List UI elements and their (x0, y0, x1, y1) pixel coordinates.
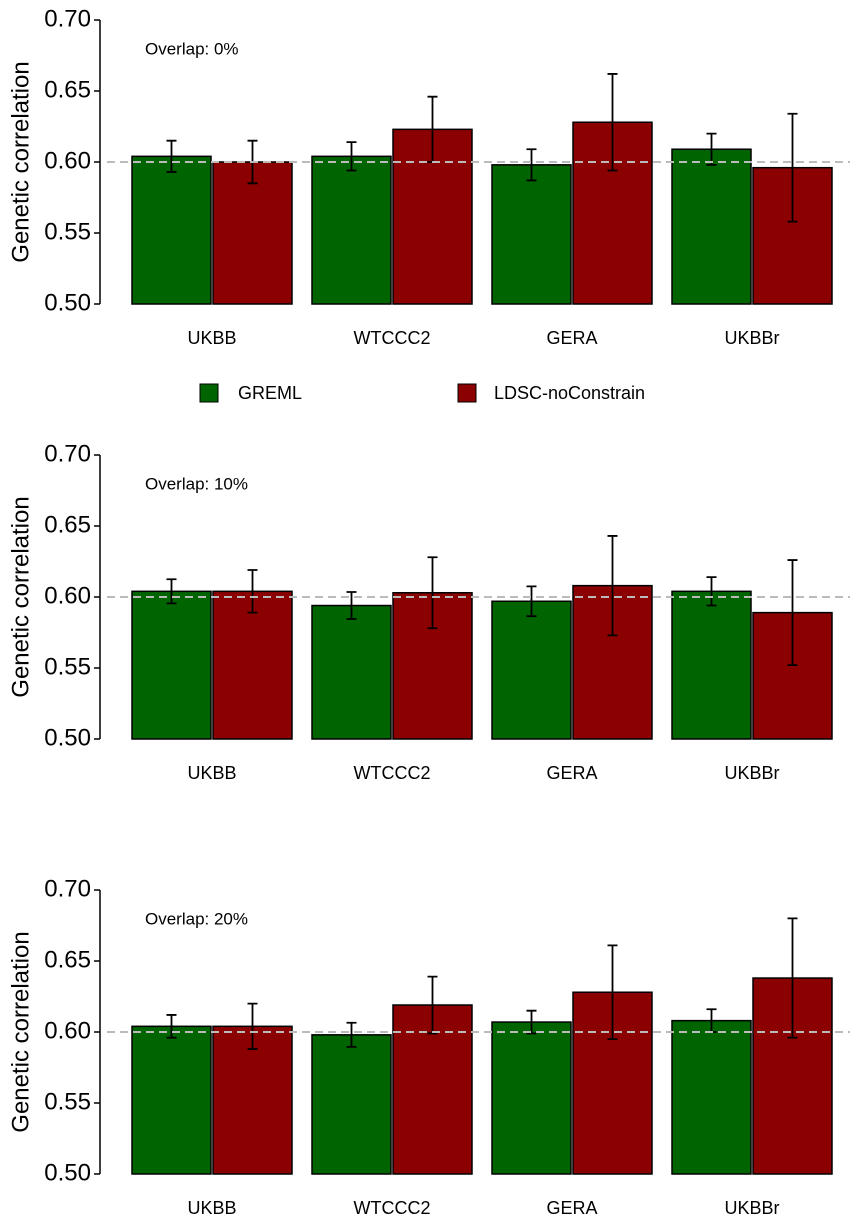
error-bar (346, 591, 357, 620)
y-tick-label: 0.70 (44, 440, 91, 467)
bar (131, 590, 212, 740)
bar (671, 1019, 752, 1175)
y-tick-label: 0.65 (44, 511, 91, 538)
error-bar (346, 1021, 357, 1048)
y-tick-label: 0.65 (44, 76, 91, 103)
error-bar (787, 559, 798, 667)
x-tick-label: UKBBr (724, 763, 779, 783)
x-tick-label: GERA (546, 328, 597, 348)
error-bar (526, 585, 537, 618)
bar (311, 1034, 392, 1175)
y-tick-label: 0.50 (44, 1159, 91, 1186)
bar (671, 148, 752, 305)
error-bar (526, 148, 537, 182)
legend-swatch (457, 383, 477, 403)
error-bar (166, 578, 177, 605)
y-tick-label: 0.50 (44, 289, 91, 316)
x-tick-label: UKBB (187, 328, 236, 348)
x-tick-label: UKBBr (724, 328, 779, 348)
bar (212, 161, 293, 305)
bar (491, 1021, 572, 1175)
x-tick-label: GERA (546, 763, 597, 783)
y-tick-label: 0.60 (44, 147, 91, 174)
y-tick-label: 0.70 (44, 5, 91, 32)
error-bar (247, 1002, 258, 1050)
bar (131, 155, 212, 305)
x-tick-label: WTCCC2 (354, 1198, 431, 1218)
error-bar (607, 944, 618, 1040)
error-bar (427, 556, 438, 630)
y-axis-label: Genetic correlation (7, 496, 34, 697)
y-axis-label: Genetic correlation (7, 931, 34, 1132)
error-bar (607, 73, 618, 172)
y-axis-label: Genetic correlation (7, 61, 34, 262)
error-bar (787, 917, 798, 1039)
error-bar (247, 569, 258, 614)
y-tick-label: 0.55 (44, 218, 91, 245)
error-bar (607, 535, 618, 637)
x-tick-label: UKBB (187, 763, 236, 783)
error-bar (706, 576, 717, 607)
x-tick-label: GERA (546, 1198, 597, 1218)
y-tick-label: 0.70 (44, 875, 91, 902)
y-tick-label: 0.55 (44, 1088, 91, 1115)
y-tick-label: 0.55 (44, 653, 91, 680)
x-tick-label: UKBB (187, 1198, 236, 1218)
legend-label: GREML (238, 383, 302, 403)
x-tick-label: UKBBr (724, 1198, 779, 1218)
bar (671, 590, 752, 740)
annotation: Overlap: 20% (145, 909, 248, 928)
bar (131, 1025, 212, 1175)
x-tick-label: WTCCC2 (354, 763, 431, 783)
legend-label: LDSC-noConstrain (494, 383, 645, 403)
bar (212, 590, 293, 740)
error-bar (166, 1014, 177, 1039)
y-tick-label: 0.50 (44, 724, 91, 751)
annotation: Overlap: 0% (145, 39, 239, 58)
legend-swatch (199, 383, 219, 403)
x-tick-label: WTCCC2 (354, 328, 431, 348)
y-tick-label: 0.65 (44, 946, 91, 973)
bar (311, 604, 392, 740)
error-bar (166, 139, 177, 173)
annotation: Overlap: 10% (145, 474, 248, 493)
bar (491, 600, 572, 740)
error-bar (526, 1009, 537, 1035)
error-bar (346, 141, 357, 172)
bar (311, 155, 392, 305)
error-bar (787, 112, 798, 223)
y-tick-label: 0.60 (44, 1017, 91, 1044)
y-tick-label: 0.60 (44, 582, 91, 609)
bar (491, 164, 572, 305)
error-bar (427, 975, 438, 1035)
error-bar (706, 132, 717, 166)
